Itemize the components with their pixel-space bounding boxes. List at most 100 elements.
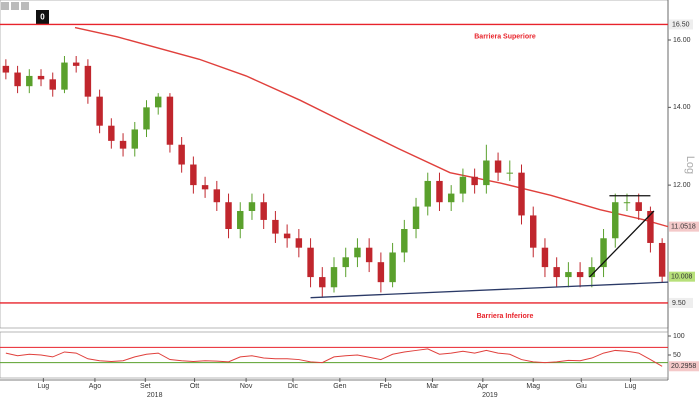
candle-body	[447, 193, 455, 203]
candle-body	[436, 180, 443, 203]
candle-body	[108, 125, 115, 141]
barrier-tag	[669, 297, 693, 308]
candle-body	[2, 65, 10, 73]
tool-icon[interactable]	[1, 2, 9, 10]
trendline	[589, 210, 655, 278]
candle-body	[72, 62, 80, 66]
y-tick-label: 12.00	[673, 182, 691, 189]
candle-body	[190, 164, 197, 186]
rsi-last-label: 20.2958	[671, 363, 696, 370]
barrier-text: Barriera Superiore	[474, 33, 536, 40]
candle-body	[377, 262, 385, 283]
candle-body	[131, 129, 138, 149]
candle-body	[248, 202, 256, 211]
tool-icon[interactable]	[21, 2, 29, 10]
candle-body	[143, 107, 150, 130]
y-tick-label: 100	[673, 333, 685, 340]
x-tick-label: Apr	[477, 383, 489, 390]
candle-body	[623, 202, 631, 204]
y-tick-label: 50	[673, 352, 681, 359]
candle-body	[49, 79, 56, 90]
x-tick-label: Mar	[426, 383, 439, 390]
candle-body	[14, 72, 21, 87]
candle-body	[307, 247, 314, 278]
year-label: 2019	[482, 392, 498, 399]
candle-body	[37, 75, 45, 80]
candle-body	[635, 202, 642, 211]
price-tag	[669, 271, 695, 282]
candle-body	[576, 272, 584, 278]
candle-body	[600, 238, 607, 268]
candle-body	[658, 242, 666, 277]
candle-body	[471, 176, 478, 186]
candle-body	[96, 96, 103, 126]
moving-average	[74, 26, 669, 228]
x-tick-label: Nov	[240, 383, 253, 390]
y-tick-label: 16.00	[673, 37, 691, 44]
candle-body	[483, 160, 490, 186]
candle-body	[588, 267, 596, 278]
badge[interactable]	[36, 10, 49, 24]
candle-body	[201, 185, 209, 190]
y-tick-label: 14.00	[673, 104, 691, 111]
candle-body	[330, 267, 338, 288]
trendline	[310, 281, 669, 299]
candle-body	[272, 219, 279, 234]
x-tick-label: Giu	[576, 383, 587, 390]
candle-body	[530, 215, 537, 248]
candle-body	[565, 272, 572, 278]
candle-body	[225, 202, 232, 230]
candle-body	[166, 96, 174, 145]
x-tick-label: Gen	[333, 383, 346, 390]
candle-body	[283, 233, 291, 239]
candle-body	[26, 75, 33, 87]
candle-body	[459, 176, 467, 194]
candle-body	[541, 247, 549, 268]
candle-body	[612, 202, 619, 239]
candle-body	[119, 140, 127, 149]
candle-body	[342, 257, 349, 268]
x-tick-label: Lug	[38, 383, 50, 390]
candle-body	[647, 210, 654, 243]
candle-body	[319, 277, 326, 288]
x-tick-label: Dic	[288, 383, 299, 390]
candle-body	[84, 65, 92, 97]
candle-body	[178, 144, 185, 165]
candle-body	[237, 210, 244, 230]
x-tick-label: Mag	[526, 383, 540, 390]
candle-body	[354, 247, 361, 258]
candle-body	[424, 180, 431, 207]
x-tick-label: Ott	[190, 383, 199, 390]
candle-body	[494, 160, 502, 173]
candle-body	[412, 206, 420, 230]
candle-body	[154, 96, 162, 108]
candle-body	[506, 172, 514, 174]
x-tick-label: Lug	[625, 383, 637, 390]
ma-tag	[669, 221, 699, 232]
candle-body	[295, 238, 303, 248]
rsi-tag	[669, 361, 699, 372]
x-tick-label: Set	[140, 383, 151, 390]
candle-body	[213, 189, 221, 203]
candle-body	[518, 172, 525, 216]
barrier-label: 16.50	[672, 21, 690, 28]
candle-body	[401, 229, 408, 253]
barrier-text: Barriera Inferiore	[477, 313, 534, 320]
x-tick-label: Feb	[380, 383, 392, 390]
candle-body	[61, 62, 68, 90]
ma-last-label: 11.0518	[671, 223, 696, 230]
candle-body	[553, 267, 560, 278]
candle-body	[389, 252, 396, 283]
last-close-label: 10.008	[671, 274, 693, 281]
barrier-label: 9.50	[672, 300, 686, 307]
year-label: 2018	[147, 392, 163, 399]
barrier-tag	[669, 19, 693, 30]
log-label: Log	[684, 156, 696, 174]
tool-icon[interactable]	[11, 2, 19, 10]
toolbar: 0	[1, 2, 49, 24]
badge-text: 0	[40, 13, 45, 22]
x-tick-label: Ago	[89, 383, 102, 390]
candle-body	[365, 247, 373, 263]
